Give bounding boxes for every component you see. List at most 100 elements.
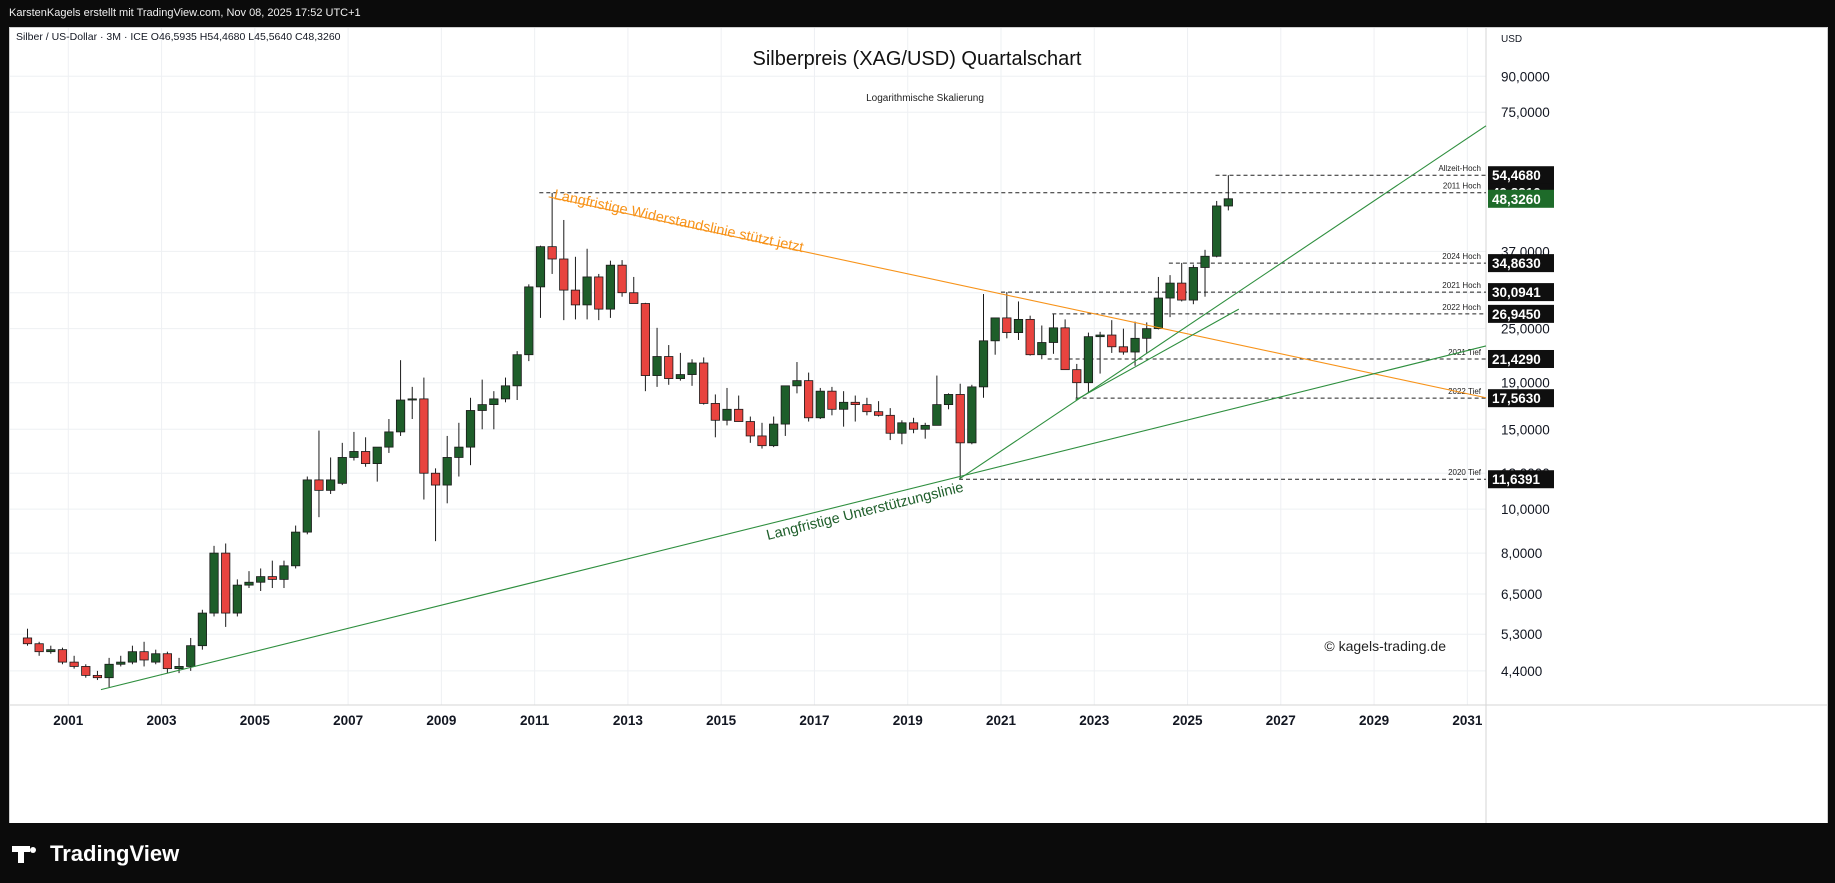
candle-body[interactable] [780, 385, 790, 425]
candle-body[interactable] [395, 399, 406, 433]
candle-body[interactable] [477, 404, 487, 411]
candle-body[interactable] [1212, 205, 1222, 257]
candle-body[interactable] [116, 661, 126, 665]
candle-body[interactable] [990, 317, 1000, 342]
candle-body[interactable] [349, 451, 359, 458]
candle-body[interactable] [1060, 327, 1070, 371]
candle-body[interactable] [1188, 267, 1198, 301]
candle-body[interactable] [897, 422, 907, 434]
chart-panel[interactable]: Allzeit-Hoch 2011 Hoch 2024 Hoch 2021 Hoch 2… [9, 27, 1828, 825]
candle-body[interactable] [769, 423, 779, 447]
candle-body[interactable] [827, 390, 837, 410]
candle-body[interactable] [384, 431, 394, 448]
candle-body[interactable] [757, 435, 767, 447]
candle-body[interactable] [675, 374, 685, 379]
candle-body[interactable] [139, 651, 149, 661]
candle-body[interactable] [186, 645, 196, 667]
candle-body[interactable] [850, 401, 860, 406]
candle-body[interactable] [582, 276, 592, 306]
candle-body[interactable] [372, 446, 382, 465]
candle-body[interactable] [1083, 336, 1094, 384]
trendline[interactable] [100, 345, 1487, 691]
candle-body[interactable] [862, 404, 872, 413]
candle-body[interactable] [652, 356, 662, 376]
candle-body[interactable] [174, 666, 184, 670]
candle-body[interactable] [640, 303, 651, 376]
candle-body[interactable] [197, 612, 207, 647]
candle-body[interactable] [1095, 334, 1105, 338]
candle-body[interactable] [792, 380, 802, 387]
candle-body[interactable] [687, 362, 697, 375]
candle-body[interactable] [535, 246, 546, 288]
candle-body[interactable] [932, 404, 942, 426]
candle-body[interactable] [256, 576, 266, 583]
candle-body[interactable] [302, 479, 312, 533]
trendline[interactable] [1075, 308, 1240, 401]
candle-body[interactable] [617, 264, 627, 294]
candle-body[interactable] [104, 663, 114, 679]
candle-body[interactable] [314, 479, 324, 491]
candle-body[interactable] [1002, 317, 1012, 334]
candle-body[interactable] [978, 340, 989, 388]
candle-body[interactable] [559, 258, 569, 291]
candle-body[interactable] [244, 581, 254, 586]
candle-body[interactable] [1013, 318, 1024, 334]
candle-body[interactable] [1200, 255, 1210, 268]
candle-body[interactable] [454, 446, 464, 458]
candle-body[interactable] [360, 451, 371, 465]
candle-body[interactable] [291, 531, 301, 567]
candle-body[interactable] [873, 411, 884, 416]
candle-body[interactable] [465, 410, 476, 448]
candle-body[interactable] [815, 390, 825, 419]
candle-body[interactable] [710, 403, 720, 421]
candle-body[interactable] [57, 649, 68, 663]
candle-body[interactable] [46, 649, 56, 653]
candle-body[interactable] [1223, 198, 1233, 207]
candle-body[interactable] [943, 394, 954, 406]
candle-body[interactable] [92, 674, 103, 679]
candle-body[interactable] [442, 457, 452, 486]
candle-body[interactable] [734, 408, 744, 422]
candle-body[interactable] [430, 472, 441, 486]
candle-body[interactable] [885, 414, 895, 434]
candle-body[interactable] [1118, 346, 1129, 353]
candle-body[interactable] [594, 276, 604, 310]
candle-body[interactable] [34, 643, 44, 653]
candle-body[interactable] [337, 457, 347, 484]
candle-body[interactable] [605, 264, 616, 310]
candle-body[interactable] [955, 394, 965, 444]
candle-body[interactable] [407, 398, 417, 401]
candle-body[interactable] [232, 584, 242, 614]
trendline[interactable] [958, 125, 1487, 480]
candle-body[interactable] [664, 356, 674, 379]
candle-body[interactable] [920, 424, 930, 430]
candle-body[interactable] [967, 386, 977, 444]
candle-body[interactable] [1025, 318, 1035, 356]
candle-body[interactable] [804, 380, 814, 419]
candle-body[interactable] [699, 362, 709, 404]
trendline[interactable] [548, 196, 1487, 399]
candle-body[interactable] [1072, 369, 1082, 384]
candle-body[interactable] [1130, 337, 1140, 353]
candle-body[interactable] [500, 385, 511, 400]
candle-body[interactable] [127, 651, 138, 663]
candle-body[interactable] [1177, 282, 1187, 301]
candle-body[interactable] [279, 565, 289, 580]
candle-body[interactable] [1165, 282, 1175, 299]
candle-body[interactable] [629, 292, 639, 304]
candle-body[interactable] [419, 398, 429, 474]
candle-body[interactable] [221, 552, 231, 614]
candle-body[interactable] [1107, 334, 1117, 348]
candle-body[interactable] [512, 354, 522, 387]
candle-body[interactable] [524, 286, 534, 356]
candle-body[interactable] [1037, 342, 1047, 356]
candle-body[interactable] [547, 246, 557, 260]
candle-body[interactable] [722, 408, 732, 421]
candle-body[interactable] [570, 289, 581, 306]
candle-body[interactable] [1153, 297, 1163, 330]
candle-body[interactable] [745, 421, 755, 437]
candle-body[interactable] [151, 653, 161, 663]
candle-body[interactable] [839, 401, 849, 410]
tradingview-logo[interactable]: TradingView [12, 841, 179, 867]
candle-body[interactable] [69, 661, 79, 667]
